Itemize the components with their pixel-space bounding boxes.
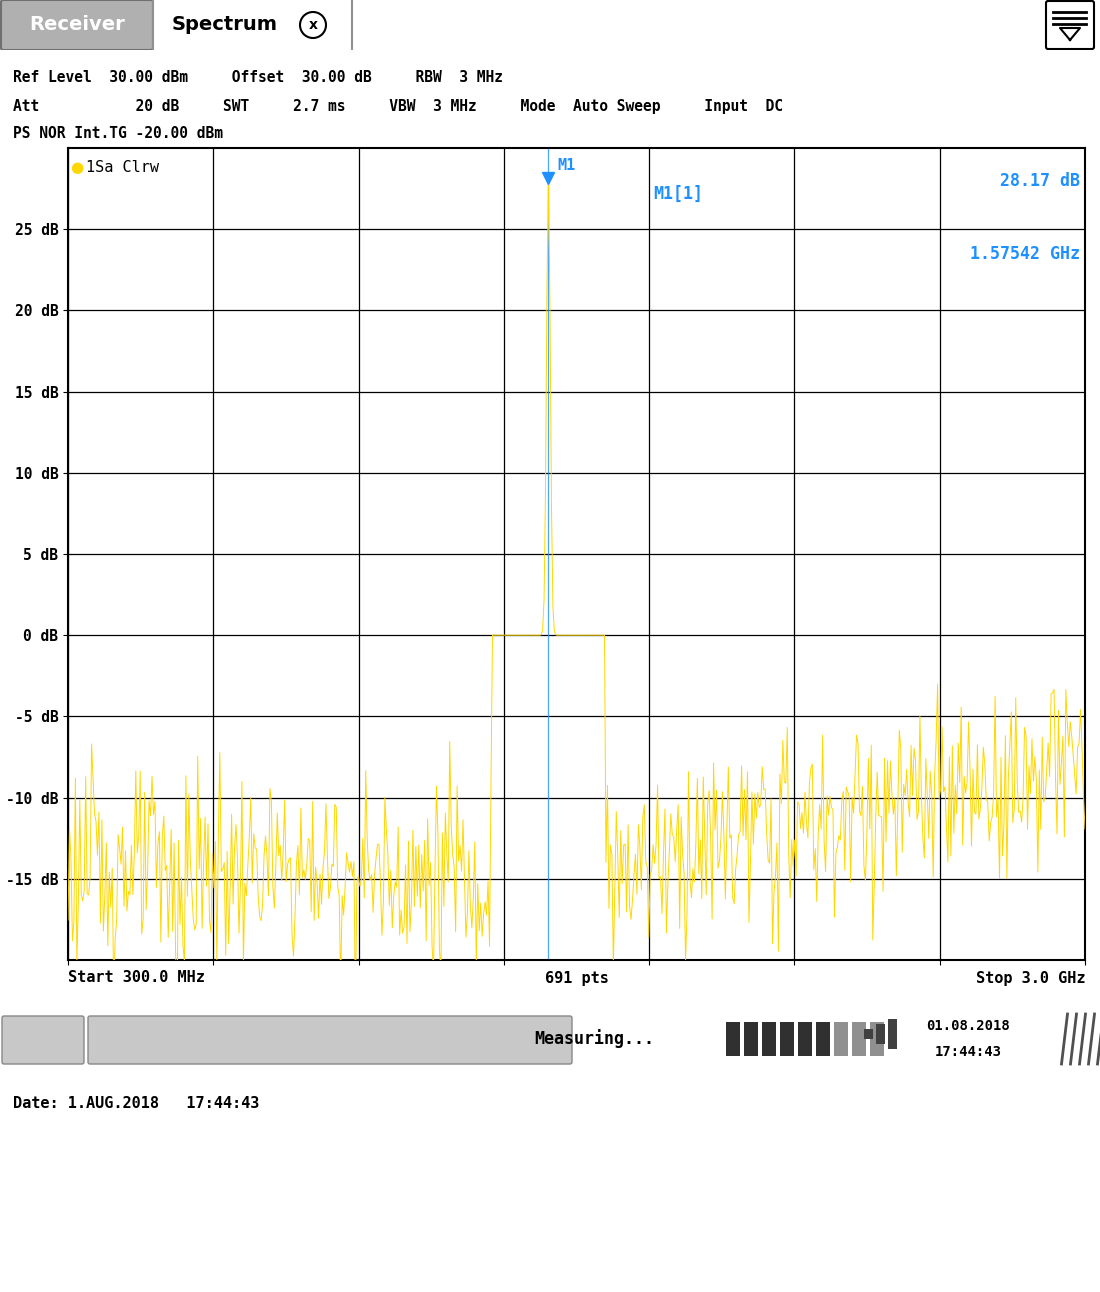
Text: ●: ● <box>70 160 84 176</box>
Bar <box>157 47 348 50</box>
Text: Stop 3.0 GHz: Stop 3.0 GHz <box>976 970 1085 986</box>
Bar <box>876 1025 884 1044</box>
Text: 1.57542 GHz: 1.57542 GHz <box>970 245 1080 264</box>
Text: Measuring...: Measuring... <box>534 1030 654 1049</box>
Text: PS NOR Int.TG -20.00 dBm: PS NOR Int.TG -20.00 dBm <box>13 127 223 142</box>
Text: Spectrum: Spectrum <box>172 14 278 34</box>
Text: Start 300.0 MHz: Start 300.0 MHz <box>68 970 205 986</box>
Circle shape <box>300 12 326 37</box>
FancyBboxPatch shape <box>1 0 153 50</box>
Bar <box>852 1022 866 1057</box>
Text: Date: 1.AUG.2018   17:44:43: Date: 1.AUG.2018 17:44:43 <box>13 1096 260 1111</box>
Text: Receiver: Receiver <box>29 14 125 34</box>
FancyBboxPatch shape <box>1046 1 1094 49</box>
Text: 01.08.2018: 01.08.2018 <box>926 1019 1010 1034</box>
Bar <box>744 1022 758 1057</box>
Bar <box>816 1022 831 1057</box>
Text: M1: M1 <box>558 158 576 173</box>
Text: 691 pts: 691 pts <box>544 970 608 986</box>
Bar <box>834 1022 848 1057</box>
FancyBboxPatch shape <box>88 1016 572 1065</box>
Bar <box>870 1022 884 1057</box>
Bar <box>798 1022 812 1057</box>
Text: M1[1]: M1[1] <box>652 185 703 203</box>
Text: 1Sa Clrw: 1Sa Clrw <box>86 160 160 176</box>
Text: 17:44:43: 17:44:43 <box>935 1045 1001 1058</box>
Text: x: x <box>308 18 318 32</box>
FancyBboxPatch shape <box>153 0 352 52</box>
Text: Ref Level  30.00 dBm     Offset  30.00 dB     RBW  3 MHz: Ref Level 30.00 dBm Offset 30.00 dB RBW … <box>13 71 503 85</box>
Text: 28.17 dB: 28.17 dB <box>1000 172 1080 190</box>
Bar <box>864 1028 872 1039</box>
Bar <box>726 1022 740 1057</box>
FancyBboxPatch shape <box>2 1016 84 1065</box>
Text: Att           20 dB     SWT     2.7 ms     VBW  3 MHz     Mode  Auto Sweep     I: Att 20 dB SWT 2.7 ms VBW 3 MHz Mode Auto… <box>13 98 783 114</box>
Bar <box>780 1022 794 1057</box>
Bar <box>888 1019 896 1049</box>
Bar <box>762 1022 776 1057</box>
